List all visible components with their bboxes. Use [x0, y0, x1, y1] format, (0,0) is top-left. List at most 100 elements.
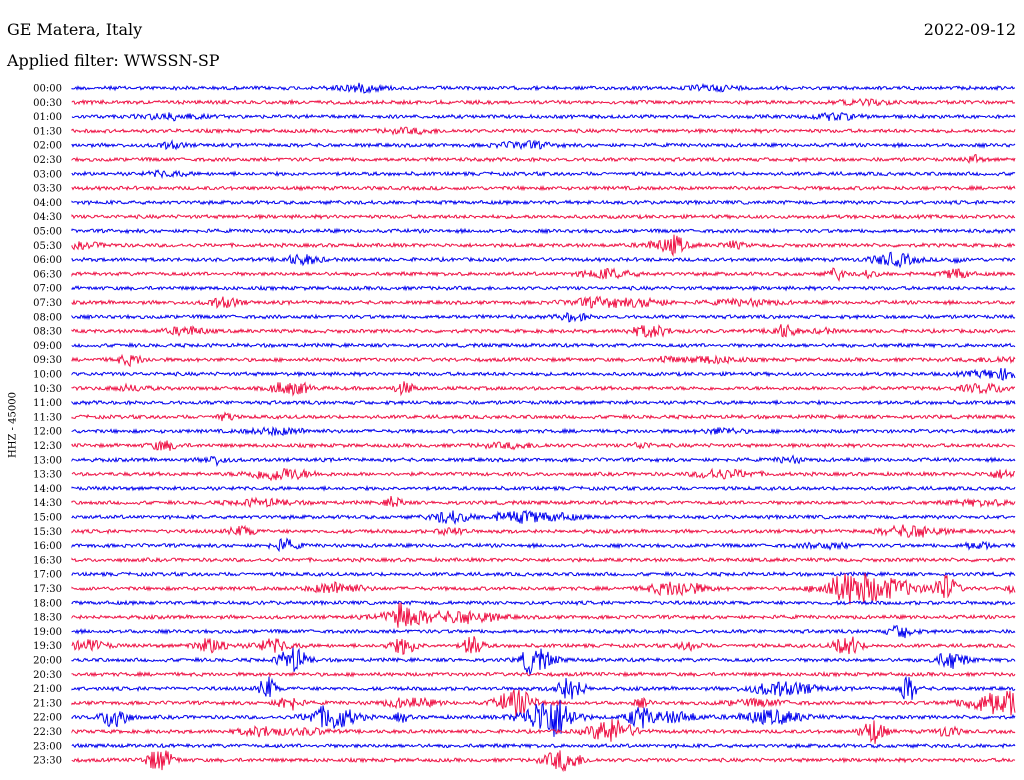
row-time-label: 09:00 [33, 341, 62, 352]
seismic-trace [71, 139, 1016, 151]
seismic-trace [71, 234, 1016, 257]
seismic-trace [71, 199, 1016, 206]
seismic-trace [71, 602, 1016, 628]
row-time-label: 21:00 [33, 684, 62, 695]
row-time-label: 10:00 [33, 370, 62, 381]
row-time-label: 20:30 [33, 670, 62, 681]
seismic-trace [71, 556, 1016, 564]
row-time-label: 08:00 [33, 312, 62, 323]
seismic-trace [71, 675, 1016, 700]
seismic-trace [71, 342, 1016, 349]
row-time-label: 01:00 [33, 112, 62, 123]
row-time-label: 11:30 [33, 412, 62, 423]
seismic-trace [71, 570, 1016, 578]
seismic-trace [71, 425, 1016, 437]
seismic-trace [71, 467, 1016, 482]
row-time-label: 01:30 [33, 126, 62, 137]
row-time-label: 17:30 [33, 584, 62, 595]
seismic-trace [71, 399, 1016, 407]
seismic-trace [71, 719, 1016, 744]
row-time-label: 15:00 [33, 513, 62, 524]
seismic-trace [71, 184, 1016, 192]
seismic-trace [71, 312, 1016, 323]
row-time-label: 14:00 [33, 484, 62, 495]
seismic-trace [71, 636, 1016, 655]
row-time-label: 13:30 [33, 470, 62, 481]
row-time-label: 05:30 [33, 241, 62, 252]
seismic-trace [71, 169, 1016, 179]
row-time-label: 04:30 [33, 212, 62, 223]
seismic-trace [71, 82, 1015, 94]
row-time-label: 06:00 [33, 255, 62, 266]
seismic-trace [71, 742, 1016, 750]
seismic-trace [71, 699, 1016, 737]
seismic-trace [71, 509, 1016, 525]
row-time-label: 12:30 [33, 441, 62, 452]
seismic-trace [71, 353, 1016, 368]
seismic-trace [71, 440, 1016, 451]
seismic-trace [71, 496, 1016, 509]
filter-label: Applied filter: WWSSN-SP [7, 51, 220, 70]
seismic-trace [71, 454, 1016, 467]
row-time-label: 04:00 [33, 198, 62, 209]
row-time-label: 14:30 [33, 498, 62, 509]
seismic-trace [71, 524, 1016, 538]
seismic-trace [71, 381, 1016, 397]
row-time-label: 06:30 [33, 269, 62, 280]
seismic-trace [71, 537, 1016, 553]
seismic-trace [71, 573, 1016, 605]
row-time-label: 19:00 [33, 627, 62, 638]
seismic-trace [71, 111, 1016, 122]
row-time-label: 20:00 [33, 656, 62, 667]
row-time-label: 02:00 [33, 141, 62, 152]
date-label: 2022-09-12 [923, 20, 1016, 39]
seismic-trace [71, 670, 1016, 678]
row-time-label: 00:00 [33, 84, 62, 95]
seismic-trace [71, 323, 1016, 338]
seismic-trace [71, 484, 1016, 492]
seismic-trace [71, 624, 1016, 639]
seismic-trace [71, 368, 1016, 381]
row-time-label: 03:30 [33, 184, 62, 195]
row-time-label: 12:00 [33, 427, 62, 438]
row-time-label: 11:00 [33, 398, 62, 409]
seismic-trace [71, 689, 1016, 717]
row-time-label: 21:30 [33, 698, 62, 709]
seismic-trace [71, 154, 1016, 164]
row-time-label: 09:30 [33, 355, 62, 366]
seismic-trace [71, 251, 1016, 269]
row-time-label: 10:30 [33, 384, 62, 395]
seismic-trace [71, 267, 1016, 282]
row-time-label: 23:00 [33, 741, 62, 752]
row-time-label: 22:00 [33, 713, 62, 724]
seismic-trace [71, 284, 1016, 292]
station-title: GE Matera, Italy [7, 20, 143, 39]
row-time-label: 23:30 [33, 756, 62, 767]
seismic-trace [71, 295, 1016, 310]
row-time-label: 05:00 [33, 227, 62, 238]
row-time-label: 07:30 [33, 298, 62, 309]
row-time-label: 22:30 [33, 727, 62, 738]
row-time-label: 13:00 [33, 455, 62, 466]
row-time-label: 16:00 [33, 541, 62, 552]
row-time-label: 02:30 [33, 155, 62, 166]
row-time-label: 18:30 [33, 613, 62, 624]
row-time-label: 15:30 [33, 527, 62, 538]
seismic-trace [71, 750, 1016, 773]
row-time-label: 18:00 [33, 598, 62, 609]
row-time-label: 08:30 [33, 327, 62, 338]
seismic-trace [71, 599, 1016, 607]
row-time-label: 03:00 [33, 169, 62, 180]
seismic-trace [71, 97, 1016, 108]
row-time-label: 17:00 [33, 570, 62, 581]
seismic-trace [71, 126, 1016, 136]
seismic-trace [71, 213, 1016, 221]
row-time-label: 07:00 [33, 284, 62, 295]
row-time-label: 16:30 [33, 555, 62, 566]
row-time-label: 00:30 [33, 98, 62, 109]
seismic-trace [71, 647, 1016, 677]
seismic-trace [71, 227, 1016, 235]
row-time-label: 19:30 [33, 641, 62, 652]
